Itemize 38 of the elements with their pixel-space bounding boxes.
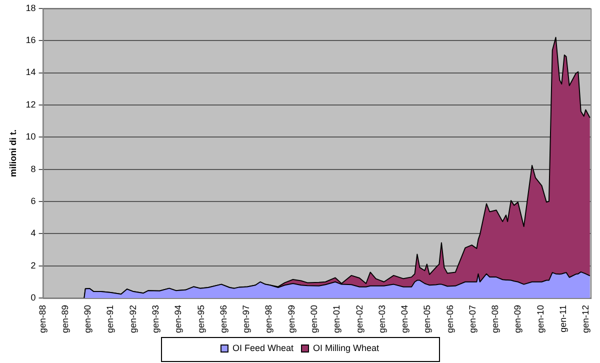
x-tick-label: gen-11 (558, 304, 568, 332)
y-tick-label: 12 (26, 99, 36, 110)
x-tick-label: gen-05 (422, 304, 432, 334)
x-tick-label: gen-09 (512, 304, 523, 334)
x-tick-label: gen-93 (150, 304, 160, 334)
x-tick-label: gen-04 (400, 304, 410, 334)
y-tick-label: 6 (30, 196, 36, 206)
y-tick-label: 10 (26, 132, 36, 142)
x-tick-label: gen-08 (490, 304, 500, 334)
x-tick-label: gen-03 (376, 304, 387, 334)
y-tick-label: 14 (26, 67, 36, 78)
x-tick-label: gen-99 (286, 304, 296, 334)
y-tick-label: 4 (30, 228, 36, 238)
x-tick-label: gen-10 (535, 304, 546, 334)
x-tick-label: gen-94 (173, 304, 184, 334)
y-tick-label: 16 (26, 35, 36, 46)
legend-label: OI Feed Wheat (232, 342, 294, 353)
x-tick-label: gen-06 (444, 304, 455, 334)
x-tick-label: gen-00 (308, 304, 319, 334)
x-tick-label: gen-07 (467, 304, 478, 334)
x-tick-label: gen-90 (82, 304, 93, 334)
y-tick-label: 8 (30, 164, 36, 174)
y-tick-label: 2 (30, 260, 36, 270)
y-tick-label: 18 (26, 2, 36, 13)
x-tick-label: gen-91 (105, 304, 116, 334)
x-tick-label: gen-96 (218, 304, 228, 334)
legend-label: OI Milling Wheat (313, 342, 380, 353)
x-tick-label: gen-01 (332, 304, 342, 334)
x-tick-label: gen-12 (580, 304, 591, 334)
x-tick-label: gen-92 (128, 304, 138, 334)
x-tick-label: gen-02 (354, 304, 364, 334)
x-tick-label: gen-95 (196, 304, 206, 334)
y-axis-title: milioni di t. (8, 129, 18, 177)
x-tick-label: gen-98 (264, 304, 274, 334)
x-tick-label: gen-97 (241, 304, 252, 334)
x-tick-label: gen-88 (37, 304, 48, 334)
x-tick-label: gen-89 (60, 304, 70, 334)
y-tick-label: 0 (30, 292, 36, 302)
